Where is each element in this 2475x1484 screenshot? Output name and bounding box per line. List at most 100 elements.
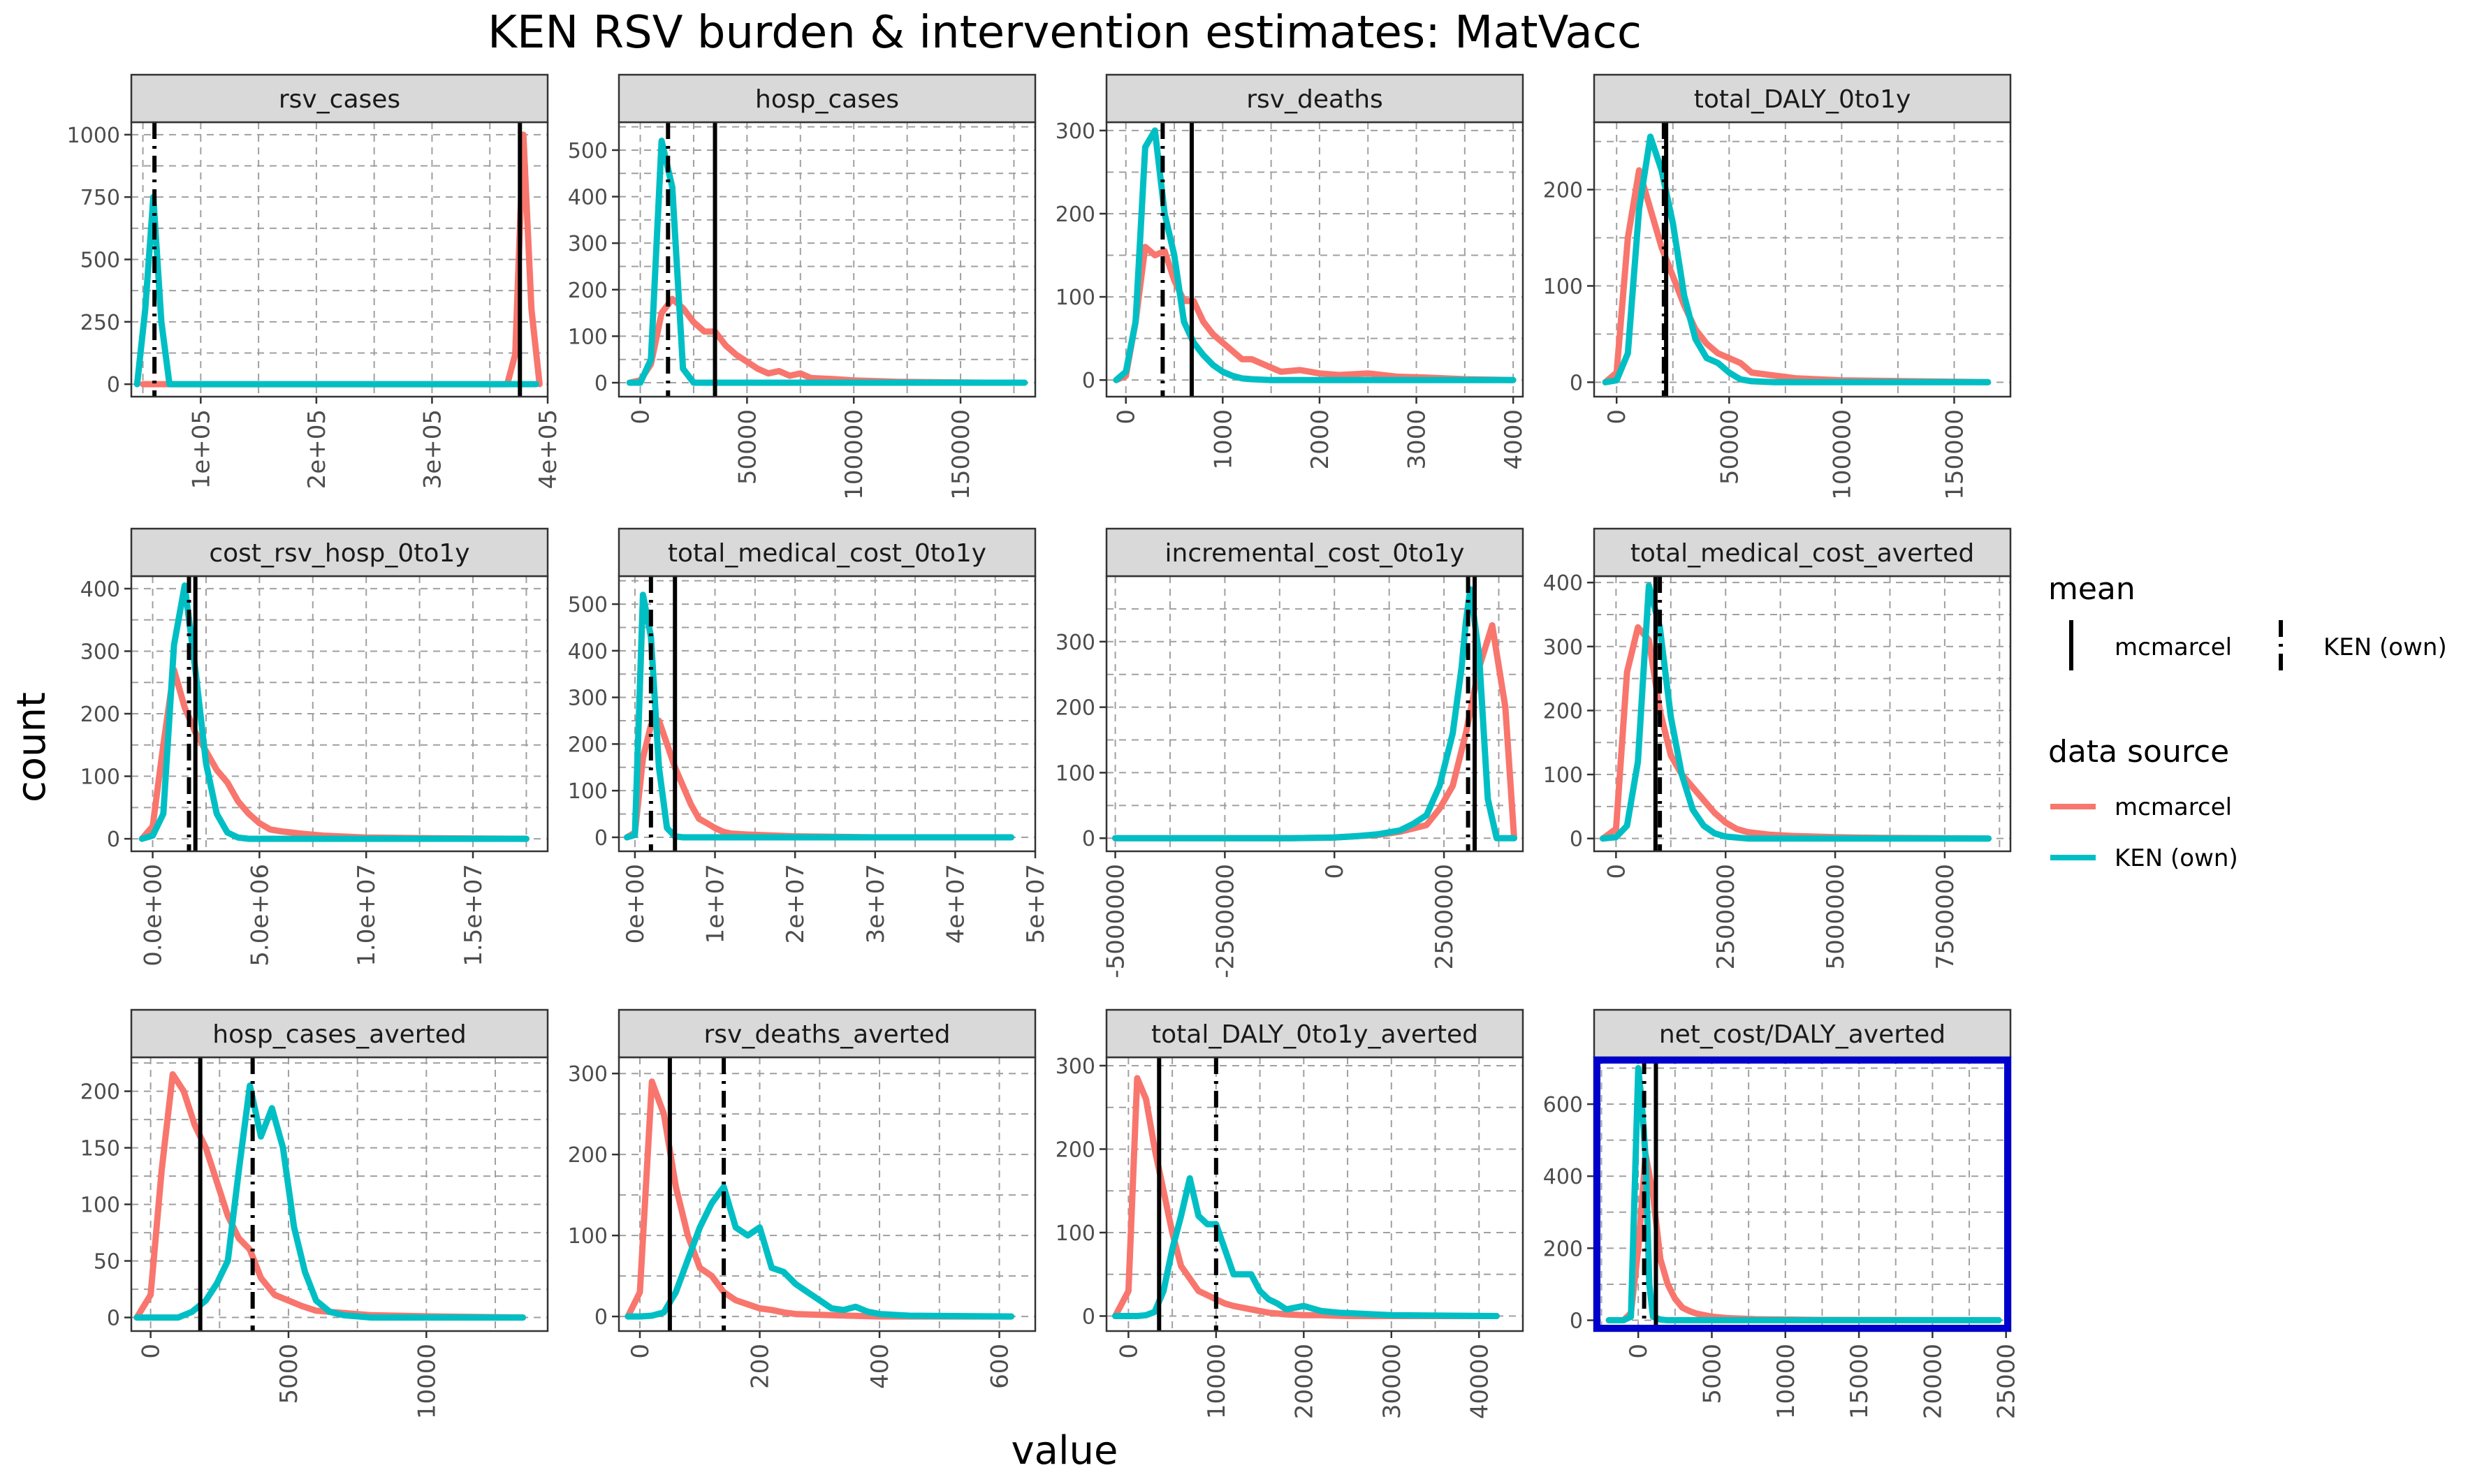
facet-strip (618, 73, 1037, 124)
facet-strip (618, 1008, 1037, 1059)
y-tick-label: 100 (1056, 1221, 1095, 1246)
x-tick-label: 10000 (1203, 1344, 1231, 1419)
facet-strip (1593, 527, 2012, 578)
facet-strip-label: total_DALY_0to1y_averted (1151, 1020, 1478, 1049)
x-tick-label: 2500000 (1712, 864, 1740, 969)
x-tick-label: 100000 (1828, 409, 1856, 500)
x-tick-label: 0 (1321, 864, 1349, 879)
x-tick-label: 400 (866, 1344, 894, 1389)
y-tick-label: 100 (1543, 763, 1583, 788)
series-line-ken-own (625, 1184, 1015, 1320)
y-tick-label: 200 (568, 279, 608, 303)
x-tick-label: 200 (747, 1344, 775, 1389)
x-tick-label: 30000 (1378, 1344, 1406, 1419)
series-line-ken-own (1602, 133, 1992, 385)
facet-strip-label: rsv_deaths (1246, 85, 1383, 114)
facet-strip (130, 73, 549, 124)
x-tick-label: -2500000 (1211, 864, 1239, 978)
facet-strip (1105, 73, 1524, 124)
panel-background (1107, 576, 1523, 851)
y-tick-label: 100 (1056, 761, 1095, 786)
y-tick-label: 400 (80, 578, 120, 602)
facet-strip-label: hosp_cases (755, 85, 899, 114)
y-tick-label: 600 (1543, 1093, 1583, 1117)
facet-strip-label: total_medical_cost_0to1y (668, 539, 986, 568)
facet-strip-label: total_DALY_0to1y (1694, 85, 1911, 114)
y-tick-label: 0 (594, 1305, 608, 1330)
y-tick-label: 0 (594, 826, 608, 851)
y-tick-label: 300 (1056, 119, 1095, 144)
y-tick-label: 100 (80, 1193, 120, 1218)
y-tick-label: 50 (94, 1250, 120, 1274)
y-tick-label: 200 (1056, 1138, 1095, 1162)
y-tick-label: 200 (1543, 1237, 1583, 1261)
y-tick-label: 0 (1082, 1305, 1095, 1329)
facet-strip (130, 527, 549, 578)
x-tick-label: 5000000 (1822, 864, 1850, 969)
x-tick-label: 1.0e+07 (353, 864, 381, 967)
series-line-ken-own (1113, 127, 1517, 383)
facet-strip (1593, 1008, 2012, 1059)
y-tick-label: 0 (107, 373, 120, 397)
y-tick-label: 1000 (67, 124, 120, 148)
legend-mean-title: mean (2048, 571, 2135, 607)
x-tick-label: 0 (1602, 864, 1630, 879)
y-tick-label: 200 (568, 1143, 608, 1168)
panel-background (1594, 1057, 2010, 1331)
y-tick-label: 200 (80, 703, 120, 727)
y-tick-label: 500 (80, 249, 120, 273)
y-tick-label: 100 (80, 765, 120, 790)
y-tick-label: 300 (1543, 636, 1583, 660)
y-tick-label: 300 (568, 1062, 608, 1087)
x-tick-label: 50000 (733, 409, 761, 485)
facet-strip (1593, 73, 2012, 124)
y-tick-label: 150 (80, 1137, 120, 1161)
x-tick-label: 10000 (1772, 1344, 1800, 1419)
panel-rsv-deaths-averted: rsv_deaths_averted 0 100 200 300 0 200 400 600 (568, 1008, 1037, 1389)
legend-mean-mcmarcel-label: mcmarcel (2115, 633, 2232, 661)
facet-strip-label: rsv_deaths_averted (703, 1020, 950, 1049)
panel-hosp-cases-averted: hosp_cases_averted 0 50 100 150 200 0 5000 10000 (80, 1008, 549, 1419)
x-tick-label: 40000 (1466, 1344, 1494, 1419)
series-line-ken-own (138, 582, 530, 842)
facet-strip (130, 1008, 549, 1059)
y-tick-label: 300 (568, 686, 608, 711)
panel-background (619, 122, 1035, 397)
panel-background (619, 576, 1035, 851)
y-tick-label: 100 (568, 325, 608, 349)
y-tick-label: 500 (568, 139, 608, 163)
y-tick-label: 100 (1543, 274, 1583, 299)
facet-strip-label: hosp_cases_averted (212, 1020, 466, 1049)
x-tick-label: 2e+05 (303, 409, 331, 489)
facet-strip-label: incremental_cost_0to1y (1165, 539, 1465, 568)
x-tick-label: 4e+07 (942, 864, 970, 943)
x-tick-label: 600 (986, 1344, 1014, 1389)
x-tick-label: 25000 (1993, 1344, 2021, 1419)
facet-strip (618, 527, 1037, 578)
x-tick-label: 0 (138, 1344, 166, 1359)
gridlines (1594, 1057, 2010, 1331)
facet-strip (1105, 527, 1524, 578)
x-tick-label: 5000 (1699, 1344, 1727, 1404)
x-tick-label: 0e+00 (622, 864, 650, 943)
x-tick-label: 5.0e+06 (246, 864, 274, 967)
series-line-mcmarcel (1113, 244, 1517, 383)
panel-total-daly-0to1y-averted: total_DALY_0to1y_averted 0 100 200 300 0 10000… (1056, 1008, 1524, 1419)
panel-net-cost-daly-averted: net_cost/DALY_averted 0 200 400 600 0 5000 1000… (1543, 1008, 2021, 1419)
x-tick-label: 7500000 (1932, 864, 1959, 969)
x-tick-label: 1000 (1209, 409, 1237, 470)
y-tick-label: 750 (80, 186, 120, 210)
y-tick-label: 200 (80, 1080, 120, 1105)
x-tick-label: 10000 (413, 1344, 441, 1419)
gridlines (619, 122, 1035, 397)
series-line-ken-own (133, 193, 539, 388)
series-line-ken-own (1600, 582, 1992, 842)
y-tick-label: 200 (1056, 203, 1095, 227)
x-tick-label: 5e+07 (1022, 864, 1050, 943)
x-axis-label: value (1012, 1428, 1118, 1474)
legend: mean mcmarcel KEN (own) data source mcma… (2048, 571, 2447, 872)
x-tick-label: 0 (627, 409, 655, 425)
x-tick-label: 1e+05 (187, 409, 215, 489)
